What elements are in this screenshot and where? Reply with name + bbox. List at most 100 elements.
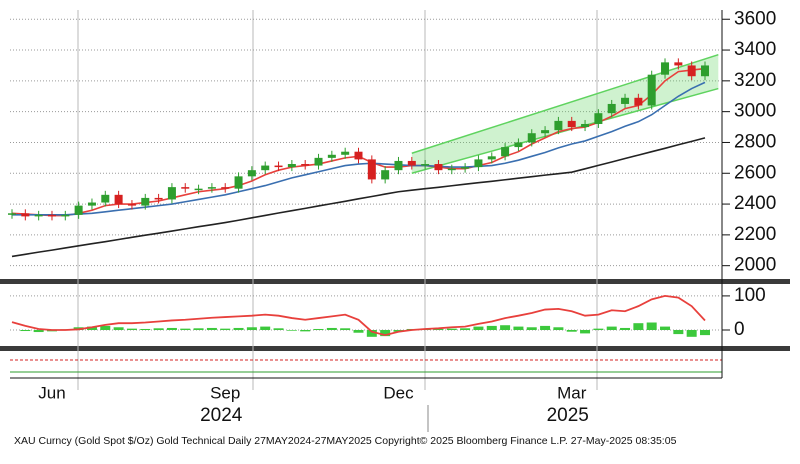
candle	[487, 156, 496, 160]
histogram-bar	[540, 325, 551, 330]
candle	[341, 151, 350, 155]
y-tick-label: 100	[734, 285, 766, 306]
candle	[114, 194, 123, 205]
y-tick-label: 3200	[734, 70, 776, 91]
candle	[434, 164, 443, 171]
candle	[381, 170, 390, 180]
histogram-bar	[673, 330, 684, 335]
histogram-bar	[633, 323, 644, 330]
histogram-bar	[286, 330, 297, 331]
histogram-bar	[646, 322, 657, 330]
candle	[247, 170, 256, 177]
quarter-dividers	[77, 10, 598, 390]
panel-separator	[0, 279, 790, 284]
candle	[621, 97, 630, 104]
histogram-bar	[486, 325, 497, 330]
candle	[501, 147, 510, 157]
histogram-bar	[113, 327, 124, 330]
histogram-bar	[86, 326, 97, 330]
candle	[141, 197, 150, 206]
histogram-bar	[20, 330, 31, 332]
candle	[314, 157, 323, 166]
histogram-bar	[700, 330, 710, 336]
candle	[647, 74, 656, 106]
histogram-bar	[313, 328, 324, 330]
footer: XAU Curncy (Gold Spot $/Oz) Gold Technic…	[14, 435, 677, 447]
histogram-bar	[380, 330, 391, 337]
candle	[274, 165, 283, 168]
candle	[687, 65, 696, 77]
candle	[447, 168, 456, 171]
y-tick-label: 2800	[734, 131, 776, 152]
candle	[607, 103, 616, 114]
channel-fill	[411, 54, 719, 174]
candle	[181, 187, 190, 189]
y-tick-label: 3400	[734, 39, 776, 60]
histogram-bar	[446, 328, 457, 330]
histogram-bar	[326, 327, 337, 330]
y-tick-label: 3600	[734, 8, 776, 29]
histogram-bar	[273, 328, 284, 330]
histogram-bar	[180, 328, 191, 330]
candle	[421, 164, 430, 166]
candle	[474, 159, 483, 168]
y-tick-label: 2400	[734, 193, 776, 214]
histogram-bar	[193, 328, 204, 330]
candle	[594, 113, 603, 124]
x-tick-label: Dec	[383, 383, 414, 402]
histogram-bar	[300, 330, 311, 332]
moving-average	[11, 137, 706, 258]
histogram-bar	[526, 327, 537, 330]
candle	[527, 133, 536, 143]
candle	[581, 123, 590, 128]
histogram-bar	[433, 328, 444, 330]
candle	[514, 142, 523, 148]
candle	[701, 65, 709, 77]
candle	[327, 154, 336, 158]
x-tick-label: Jun	[38, 383, 65, 402]
histogram-bar	[606, 326, 617, 330]
indicator-line	[11, 294, 706, 337]
candle	[541, 130, 550, 134]
histogram-bar	[166, 327, 177, 330]
histogram-bar	[566, 330, 577, 332]
histogram-bar	[100, 325, 111, 330]
candle	[61, 214, 70, 217]
candle	[194, 188, 203, 191]
histogram-bar	[620, 327, 631, 330]
candle	[634, 97, 643, 106]
histogram-bar	[206, 327, 217, 330]
candle	[354, 151, 363, 160]
y-tick-label: 2000	[734, 255, 776, 276]
y-tick-label: 0	[734, 319, 745, 340]
candle	[661, 62, 670, 75]
candle	[167, 187, 176, 200]
candle	[221, 187, 230, 189]
year-label: 2025	[547, 405, 589, 426]
candle	[127, 204, 136, 206]
histogram-bar	[460, 328, 471, 330]
histogram-bar	[686, 330, 697, 337]
histogram-bar	[140, 328, 151, 330]
candle	[301, 164, 310, 166]
candle	[74, 205, 83, 215]
histogram-bar	[246, 327, 257, 330]
candle	[154, 197, 163, 200]
histogram-bar	[473, 326, 484, 330]
histogram-bar	[340, 328, 351, 330]
histogram-bar	[553, 327, 564, 330]
histogram-bar	[33, 330, 44, 333]
candle	[47, 214, 56, 217]
y-tick-label: 2200	[734, 224, 776, 245]
histogram-bar	[580, 330, 591, 334]
histogram-bar	[593, 328, 604, 330]
histogram-bar	[233, 327, 244, 330]
candle	[87, 202, 96, 206]
year-label: 2024	[200, 405, 243, 426]
candle	[261, 165, 270, 171]
candle	[554, 120, 563, 131]
histogram-bar	[513, 326, 524, 330]
candle	[394, 160, 403, 171]
